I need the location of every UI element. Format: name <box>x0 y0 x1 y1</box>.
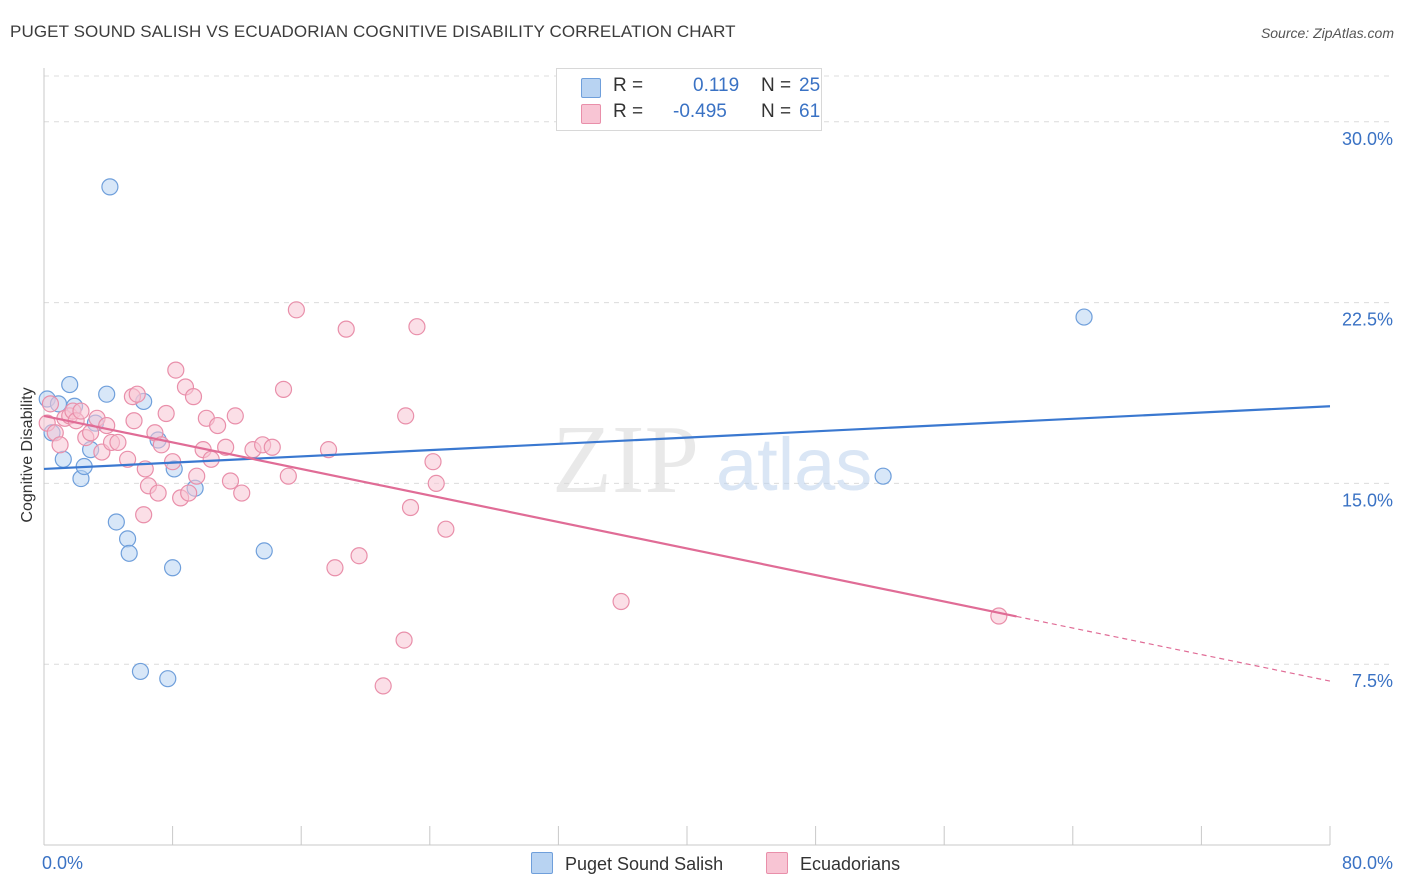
data-points <box>38 178 1093 695</box>
legend-n-label: N = <box>761 75 792 96</box>
puget-sound-salish-point <box>61 375 79 394</box>
ecuadorians-point <box>149 484 167 502</box>
ecuadorians-point <box>337 320 355 338</box>
ecuadorians-point <box>209 416 227 435</box>
ecuadorians-point <box>109 433 127 452</box>
ecuadorians-point <box>217 438 235 456</box>
x-tick-label: 80.0% <box>1342 853 1393 873</box>
bottom-legend-puget: Puget Sound Salish <box>531 852 723 875</box>
ecuadorians-point <box>41 395 60 413</box>
x-tick-label: 0.0% <box>42 853 83 873</box>
ecuadorians-point <box>990 607 1008 625</box>
ecuadorians-point <box>226 407 244 425</box>
legend-n-value: 25 <box>799 75 821 96</box>
y-tick-label: 15.0% <box>1342 490 1393 510</box>
source-label: Source: ZipAtlas.com <box>1260 25 1394 41</box>
ecuadorians-point <box>397 407 415 425</box>
ecuadorians-point <box>128 385 146 403</box>
y-tick-label: 30.0% <box>1342 129 1393 149</box>
legend-r-value: 0.119 <box>693 75 740 96</box>
watermark-atlas: atlas <box>716 423 872 506</box>
puget-sound-salish-point <box>159 670 177 688</box>
watermark: ZIP atlas <box>552 406 872 514</box>
puget-sound-salish-point <box>1075 308 1093 326</box>
bottom-legend-ecuadorians: Ecuadorians <box>766 852 900 875</box>
tick-labels: 7.5% 15.0% 22.5% 30.0% 0.0% 80.0% <box>42 129 1393 873</box>
ecuadorians-point <box>326 559 344 577</box>
ecuadorians-point <box>401 498 420 517</box>
ecuadorians-point <box>72 402 90 420</box>
ecuadorians-point <box>125 412 143 430</box>
ecuadorians-point <box>279 467 297 485</box>
ecuadorians-point <box>135 506 153 524</box>
bottom-legend-label: Puget Sound Salish <box>565 854 724 874</box>
ecuadorians-point <box>319 441 338 459</box>
ecuadorians-point <box>408 318 426 336</box>
ecuadorians-point <box>188 467 206 485</box>
ecuadorians-point <box>118 450 137 468</box>
watermark-zip: ZIP <box>552 406 699 514</box>
grid-lines <box>44 75 1394 665</box>
chart-title: PUGET SOUND SALISH VS ECUADORIAN COGNITI… <box>10 22 736 41</box>
ecuadorians-point <box>98 416 116 435</box>
ecuadorians-point <box>157 404 175 423</box>
legend-swatch-blue <box>581 78 601 98</box>
puget-sound-salish-point <box>164 559 182 577</box>
ecuadorians-point <box>263 438 281 456</box>
bottom-legend-swatch-pink <box>766 852 788 874</box>
puget-sound-salish-point <box>131 662 150 681</box>
legend-r-label: R = <box>613 101 644 122</box>
trend-lines <box>43 405 1331 682</box>
legend-r-label: R = <box>613 75 644 96</box>
ecuadorians-point <box>374 677 392 695</box>
puget-sound-salish-point <box>101 178 119 196</box>
puget-sound-salish-point <box>255 542 273 560</box>
ecuadorians-point <box>184 388 203 406</box>
ecuadorians-trend-extension <box>1016 615 1331 682</box>
ecuadorians-point <box>180 484 198 502</box>
puget-sound-salish-point <box>107 513 125 531</box>
ecuadorians-point <box>274 380 293 398</box>
puget-sound-salish-point <box>54 450 72 468</box>
bottom-legend-swatch-blue <box>531 852 553 874</box>
axes <box>43 68 1331 846</box>
ecuadorians-point <box>202 450 220 468</box>
ecuadorians-point <box>437 520 455 538</box>
ecuadorians-point <box>287 301 305 319</box>
puget-sound-salish-point <box>118 530 137 548</box>
legend-n-label: N = <box>761 101 792 122</box>
legend-r-value: -0.495 <box>673 101 727 122</box>
puget-sound-salish-point <box>120 544 138 562</box>
ecuadorians-point <box>51 436 69 454</box>
ecuadorians-point <box>424 453 442 471</box>
puget-sound-salish-point <box>98 385 116 403</box>
ecuadorians-point <box>167 361 185 379</box>
ecuadorians-point <box>395 631 413 649</box>
legend-swatch-pink <box>581 104 601 124</box>
ecuadorians-point <box>612 592 630 611</box>
ecuadorians-point <box>221 472 240 490</box>
stats-legend: R = 0.119 N = 25 R = -0.495 N = 61 <box>556 68 822 131</box>
ecuadorians-point <box>233 484 251 502</box>
y-tick-label: 22.5% <box>1342 310 1393 330</box>
puget-sound-salish-point <box>874 467 892 485</box>
puget-sound-salish-trend-line <box>43 405 1331 471</box>
legend-n-value: 61 <box>799 101 821 122</box>
ecuadorians-trend-line <box>43 414 1017 618</box>
ecuadorians-point <box>350 547 368 565</box>
y-tick-label: 7.5% <box>1352 671 1393 691</box>
ecuadorians-point <box>427 474 445 493</box>
bottom-legend-label: Ecuadorians <box>800 854 901 874</box>
